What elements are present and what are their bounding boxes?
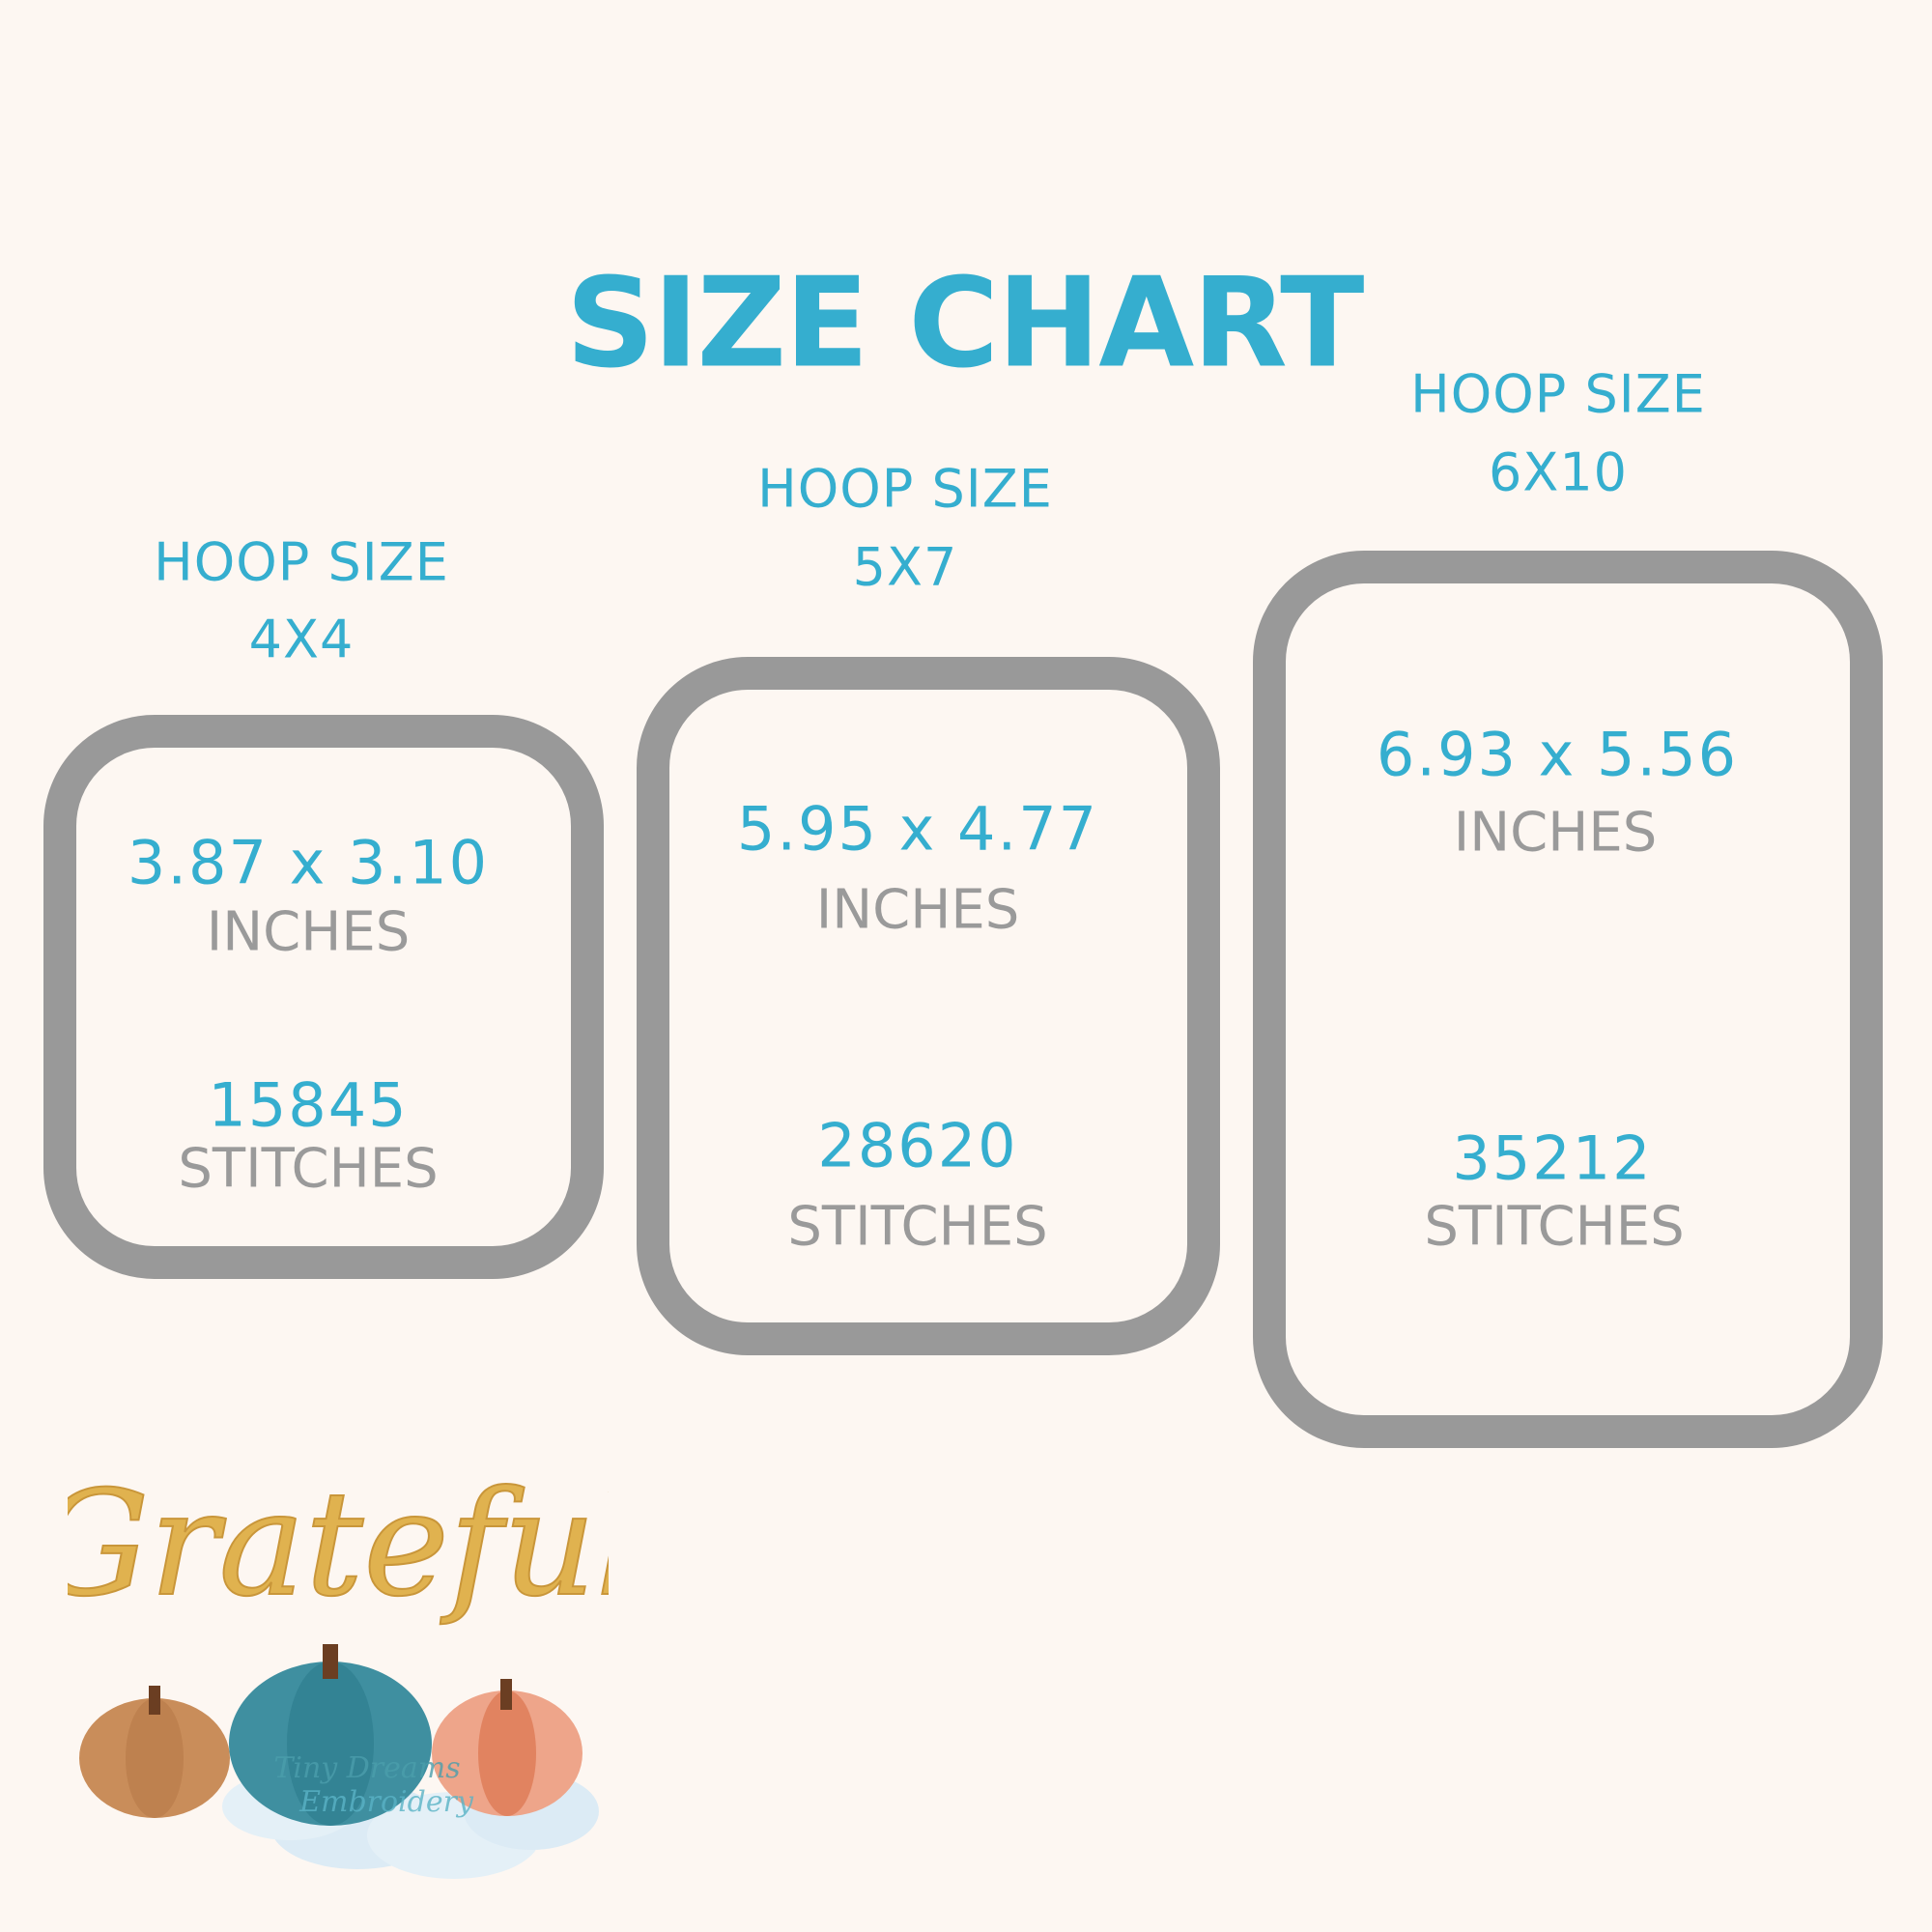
stitch-count: 35212: [1452, 1122, 1653, 1194]
dimension-unit: INCHES: [815, 878, 1020, 942]
pumpkin-brown-icon: [79, 1686, 230, 1818]
design-dimensions: 3.87 x 3.10: [127, 827, 490, 898]
stitch-count: 15845: [208, 1069, 409, 1141]
dimension-unit: INCHES: [206, 900, 411, 964]
page-title: SIZE CHART: [565, 251, 1365, 396]
hoop-outline-6x10: [1253, 551, 1883, 1448]
pumpkin-orange-icon: [432, 1679, 582, 1816]
watermark-line2: Embroidery: [298, 1785, 474, 1819]
hoop-size: 5X7: [852, 536, 958, 598]
design-dimensions: 6.93 x 5.56: [1376, 719, 1739, 790]
stitches-label: STITCHES: [787, 1195, 1048, 1259]
stitches-label: STITCHES: [1424, 1195, 1685, 1259]
hoop-label: HOOP SIZE: [757, 458, 1053, 520]
stitches-label: STITCHES: [178, 1137, 439, 1201]
hoop-outline-4x4: [43, 715, 604, 1279]
hoop-size: 4X4: [248, 609, 355, 670]
dimension-unit: INCHES: [1453, 801, 1658, 865]
hoop-label: HOOP SIZE: [154, 531, 449, 593]
design-dimensions: 5.95 x 4.77: [736, 793, 1099, 865]
pumpkin-teal-icon: [229, 1644, 432, 1826]
hoop-size: 6X10: [1488, 441, 1629, 503]
logo-script-text: Grateful: [68, 1461, 609, 1629]
hoop-label: HOOP SIZE: [1410, 363, 1706, 425]
grateful-pumpkins-logo: Grateful Tiny Dreams Embroidery: [68, 1460, 609, 1879]
stitch-count: 28620: [817, 1110, 1018, 1181]
hoop-outline-5x7: [637, 657, 1220, 1355]
watermark-line1: Tiny Dreams: [273, 1751, 460, 1785]
